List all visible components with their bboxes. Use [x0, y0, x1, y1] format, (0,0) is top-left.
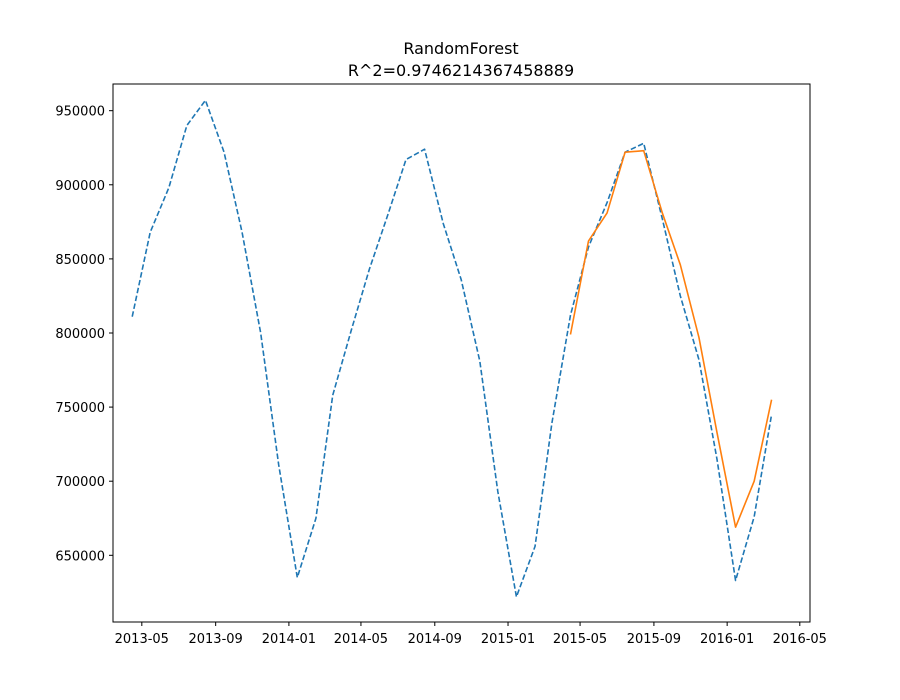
x-tick-label: 2015-09 — [627, 632, 681, 647]
x-axis: 2013-05 2013-09 2014-01 2014-05 2014-09 2015-… — [115, 622, 827, 647]
x-tick-label: 2014-01 — [262, 632, 316, 647]
x-tick-label: 2013-05 — [115, 632, 169, 647]
chart-title: RandomForest — [403, 39, 518, 58]
x-tick-label: 2013-09 — [188, 632, 242, 647]
series-line-1 — [569, 149, 773, 528]
x-tick-label: 2016-05 — [773, 632, 827, 647]
y-tick-label: 750000 — [55, 401, 105, 416]
x-tick-label: 2014-09 — [408, 632, 462, 647]
x-tick-label: 2015-05 — [553, 632, 607, 647]
y-axis: 650000 700000 750000 800000 850000 900000 9500… — [55, 105, 113, 564]
y-tick-label: 850000 — [55, 253, 105, 268]
y-tick-label: 700000 — [55, 475, 105, 490]
x-tick-label: 2015-01 — [481, 632, 535, 647]
x-tick-label: 2016-01 — [700, 632, 754, 647]
y-tick-label: 800000 — [55, 327, 105, 342]
series-line-0 — [131, 99, 773, 598]
y-tick-label: 900000 — [55, 179, 105, 194]
chart-subtitle: R^2=0.9746214367458889 — [348, 61, 574, 80]
y-tick-label: 650000 — [55, 549, 105, 564]
series-layer — [131, 99, 773, 598]
plot-frame — [112, 83, 811, 623]
x-tick-label: 2014-05 — [334, 632, 388, 647]
y-tick-label: 950000 — [55, 105, 105, 120]
